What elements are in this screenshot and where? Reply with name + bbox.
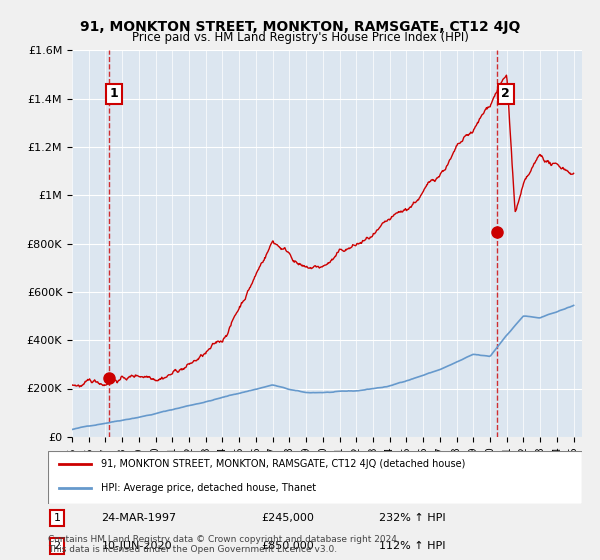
Text: 91, MONKTON STREET, MONKTON, RAMSGATE, CT12 4JQ (detached house): 91, MONKTON STREET, MONKTON, RAMSGATE, C… (101, 459, 466, 469)
FancyBboxPatch shape (48, 451, 582, 504)
Text: 2: 2 (53, 541, 61, 551)
Text: £850,000: £850,000 (262, 541, 314, 551)
Text: 24-MAR-1997: 24-MAR-1997 (101, 513, 176, 523)
Text: 2: 2 (502, 87, 510, 100)
Text: 112% ↑ HPI: 112% ↑ HPI (379, 541, 446, 551)
Text: 232% ↑ HPI: 232% ↑ HPI (379, 513, 446, 523)
Text: 10-JUN-2020: 10-JUN-2020 (101, 541, 172, 551)
Text: Contains HM Land Registry data © Crown copyright and database right 2024.
This d: Contains HM Land Registry data © Crown c… (48, 535, 400, 554)
Text: 1: 1 (110, 87, 119, 100)
Text: £245,000: £245,000 (262, 513, 314, 523)
Text: HPI: Average price, detached house, Thanet: HPI: Average price, detached house, Than… (101, 483, 317, 493)
Text: 91, MONKTON STREET, MONKTON, RAMSGATE, CT12 4JQ: 91, MONKTON STREET, MONKTON, RAMSGATE, C… (80, 20, 520, 34)
Text: 1: 1 (53, 513, 61, 523)
Text: Price paid vs. HM Land Registry's House Price Index (HPI): Price paid vs. HM Land Registry's House … (131, 31, 469, 44)
